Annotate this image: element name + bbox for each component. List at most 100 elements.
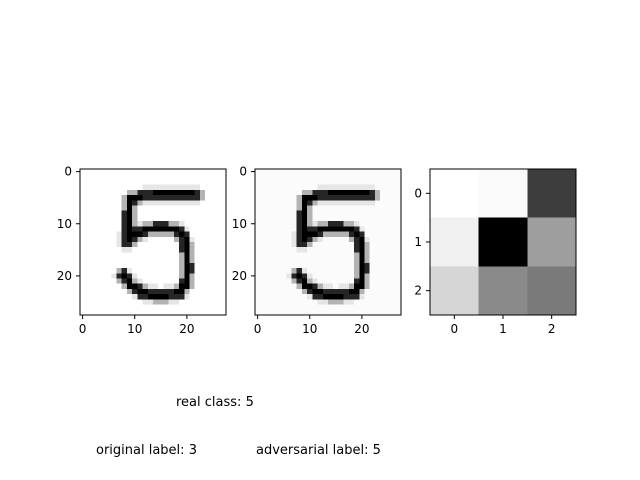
real-class-label: real class: <box>176 395 242 410</box>
heatmap-cell <box>168 236 174 243</box>
heatmap-cell <box>205 226 211 232</box>
heatmap-cell <box>173 179 180 185</box>
heatmap-cell <box>390 262 396 269</box>
heatmap-cell <box>270 184 276 190</box>
heatmap-cell <box>343 215 349 222</box>
heatmap-cell <box>317 278 323 284</box>
heatmap-cell <box>158 294 164 300</box>
heatmap-cell <box>281 195 287 201</box>
heatmap-cell <box>194 231 200 237</box>
heatmap-cell <box>189 247 195 253</box>
heatmap-cell <box>137 221 143 227</box>
heatmap-cell <box>199 210 206 216</box>
heatmap-cell <box>364 231 370 237</box>
heatmap-cell <box>260 299 266 305</box>
heatmap-cell <box>132 252 138 258</box>
heatmap-cell <box>147 189 154 196</box>
heatmap-cell <box>380 242 386 248</box>
heatmap-cell <box>215 169 221 175</box>
heatmap-cell <box>210 309 216 316</box>
heatmap-cell <box>395 189 402 196</box>
heatmap-cell <box>158 257 164 263</box>
heatmap-cell <box>354 309 360 316</box>
heatmap-cell <box>194 273 200 279</box>
heatmap-cell <box>312 226 318 232</box>
heatmap-cell <box>90 304 96 310</box>
heatmap-cell <box>328 231 334 237</box>
heatmap-cell <box>265 262 271 269</box>
heatmap-cell <box>364 273 370 279</box>
heatmap-cell <box>260 242 266 248</box>
heatmap-cell <box>359 242 365 248</box>
heatmap-cell <box>390 184 396 190</box>
heatmap-cell <box>354 215 360 222</box>
heatmap-cell <box>478 266 528 316</box>
heatmap-cell <box>215 215 221 222</box>
heatmap-cell <box>296 247 302 253</box>
heatmap-cell <box>343 221 349 227</box>
heatmap-cell <box>126 288 133 295</box>
heatmap-cell <box>364 195 370 201</box>
heatmap-cell <box>116 169 122 175</box>
heatmap-cell <box>380 309 386 316</box>
heatmap-cell <box>354 252 360 258</box>
heatmap-cells <box>430 169 577 316</box>
heatmap-cell <box>364 189 370 196</box>
heatmap-cell <box>385 205 391 211</box>
heatmap-cell <box>301 252 308 258</box>
heatmap-cell <box>205 283 211 289</box>
heatmap-cell <box>179 278 185 284</box>
heatmap-cell <box>338 215 344 222</box>
heatmap-cell <box>385 252 391 258</box>
heatmap-cell <box>189 294 195 300</box>
heatmap-cell <box>385 247 391 253</box>
heatmap-cell <box>338 174 344 180</box>
heatmap-cell <box>147 294 154 300</box>
heatmap-cell <box>275 309 282 316</box>
heatmap-cell <box>281 169 287 175</box>
heatmap-cell <box>265 247 271 253</box>
x-tick-label: 0 <box>79 322 87 336</box>
heatmap-cell <box>184 309 190 316</box>
heatmap-cell <box>390 304 396 310</box>
heatmap-cell <box>142 252 148 258</box>
heatmap-cell <box>369 226 375 232</box>
heatmap-cell <box>215 195 221 201</box>
heatmap-cell <box>189 278 195 284</box>
heatmap-cell <box>116 268 122 274</box>
heatmap-cell <box>220 309 227 316</box>
heatmap-cell <box>168 273 174 279</box>
heatmap-cell <box>354 179 360 185</box>
heatmap-cell <box>343 294 349 300</box>
heatmap-cell <box>179 288 185 295</box>
heatmap-cell <box>322 288 329 295</box>
heatmap-cell <box>328 288 334 295</box>
heatmap-cell <box>369 236 375 243</box>
heatmap-cell <box>80 278 86 284</box>
heatmap-cell <box>132 278 138 284</box>
heatmap-cell <box>307 262 313 269</box>
heatmap-cell <box>354 268 360 274</box>
heatmap-cell <box>126 169 133 175</box>
heatmap-cell <box>132 169 138 175</box>
heatmap-cell <box>307 174 313 180</box>
heatmap-cell <box>215 200 221 206</box>
heatmap-cell <box>163 200 169 206</box>
heatmap-cell <box>220 247 227 253</box>
heatmap-cell <box>322 268 329 274</box>
heatmap-cell <box>199 184 206 190</box>
heatmap-cell <box>111 174 117 180</box>
heatmap-cell <box>100 283 107 289</box>
heatmap-cell <box>184 169 190 175</box>
heatmap-cell <box>281 184 287 190</box>
heatmap-cell <box>158 200 164 206</box>
heatmap-cell <box>260 309 266 316</box>
heatmap-cell <box>286 242 292 248</box>
heatmap-cell <box>189 288 195 295</box>
heatmap-cell <box>275 257 282 263</box>
heatmap-cell <box>385 195 391 201</box>
heatmap-cell <box>265 242 271 248</box>
heatmap-cell <box>80 210 86 216</box>
heatmap-cell <box>374 247 381 253</box>
heatmap-cell <box>90 273 96 279</box>
